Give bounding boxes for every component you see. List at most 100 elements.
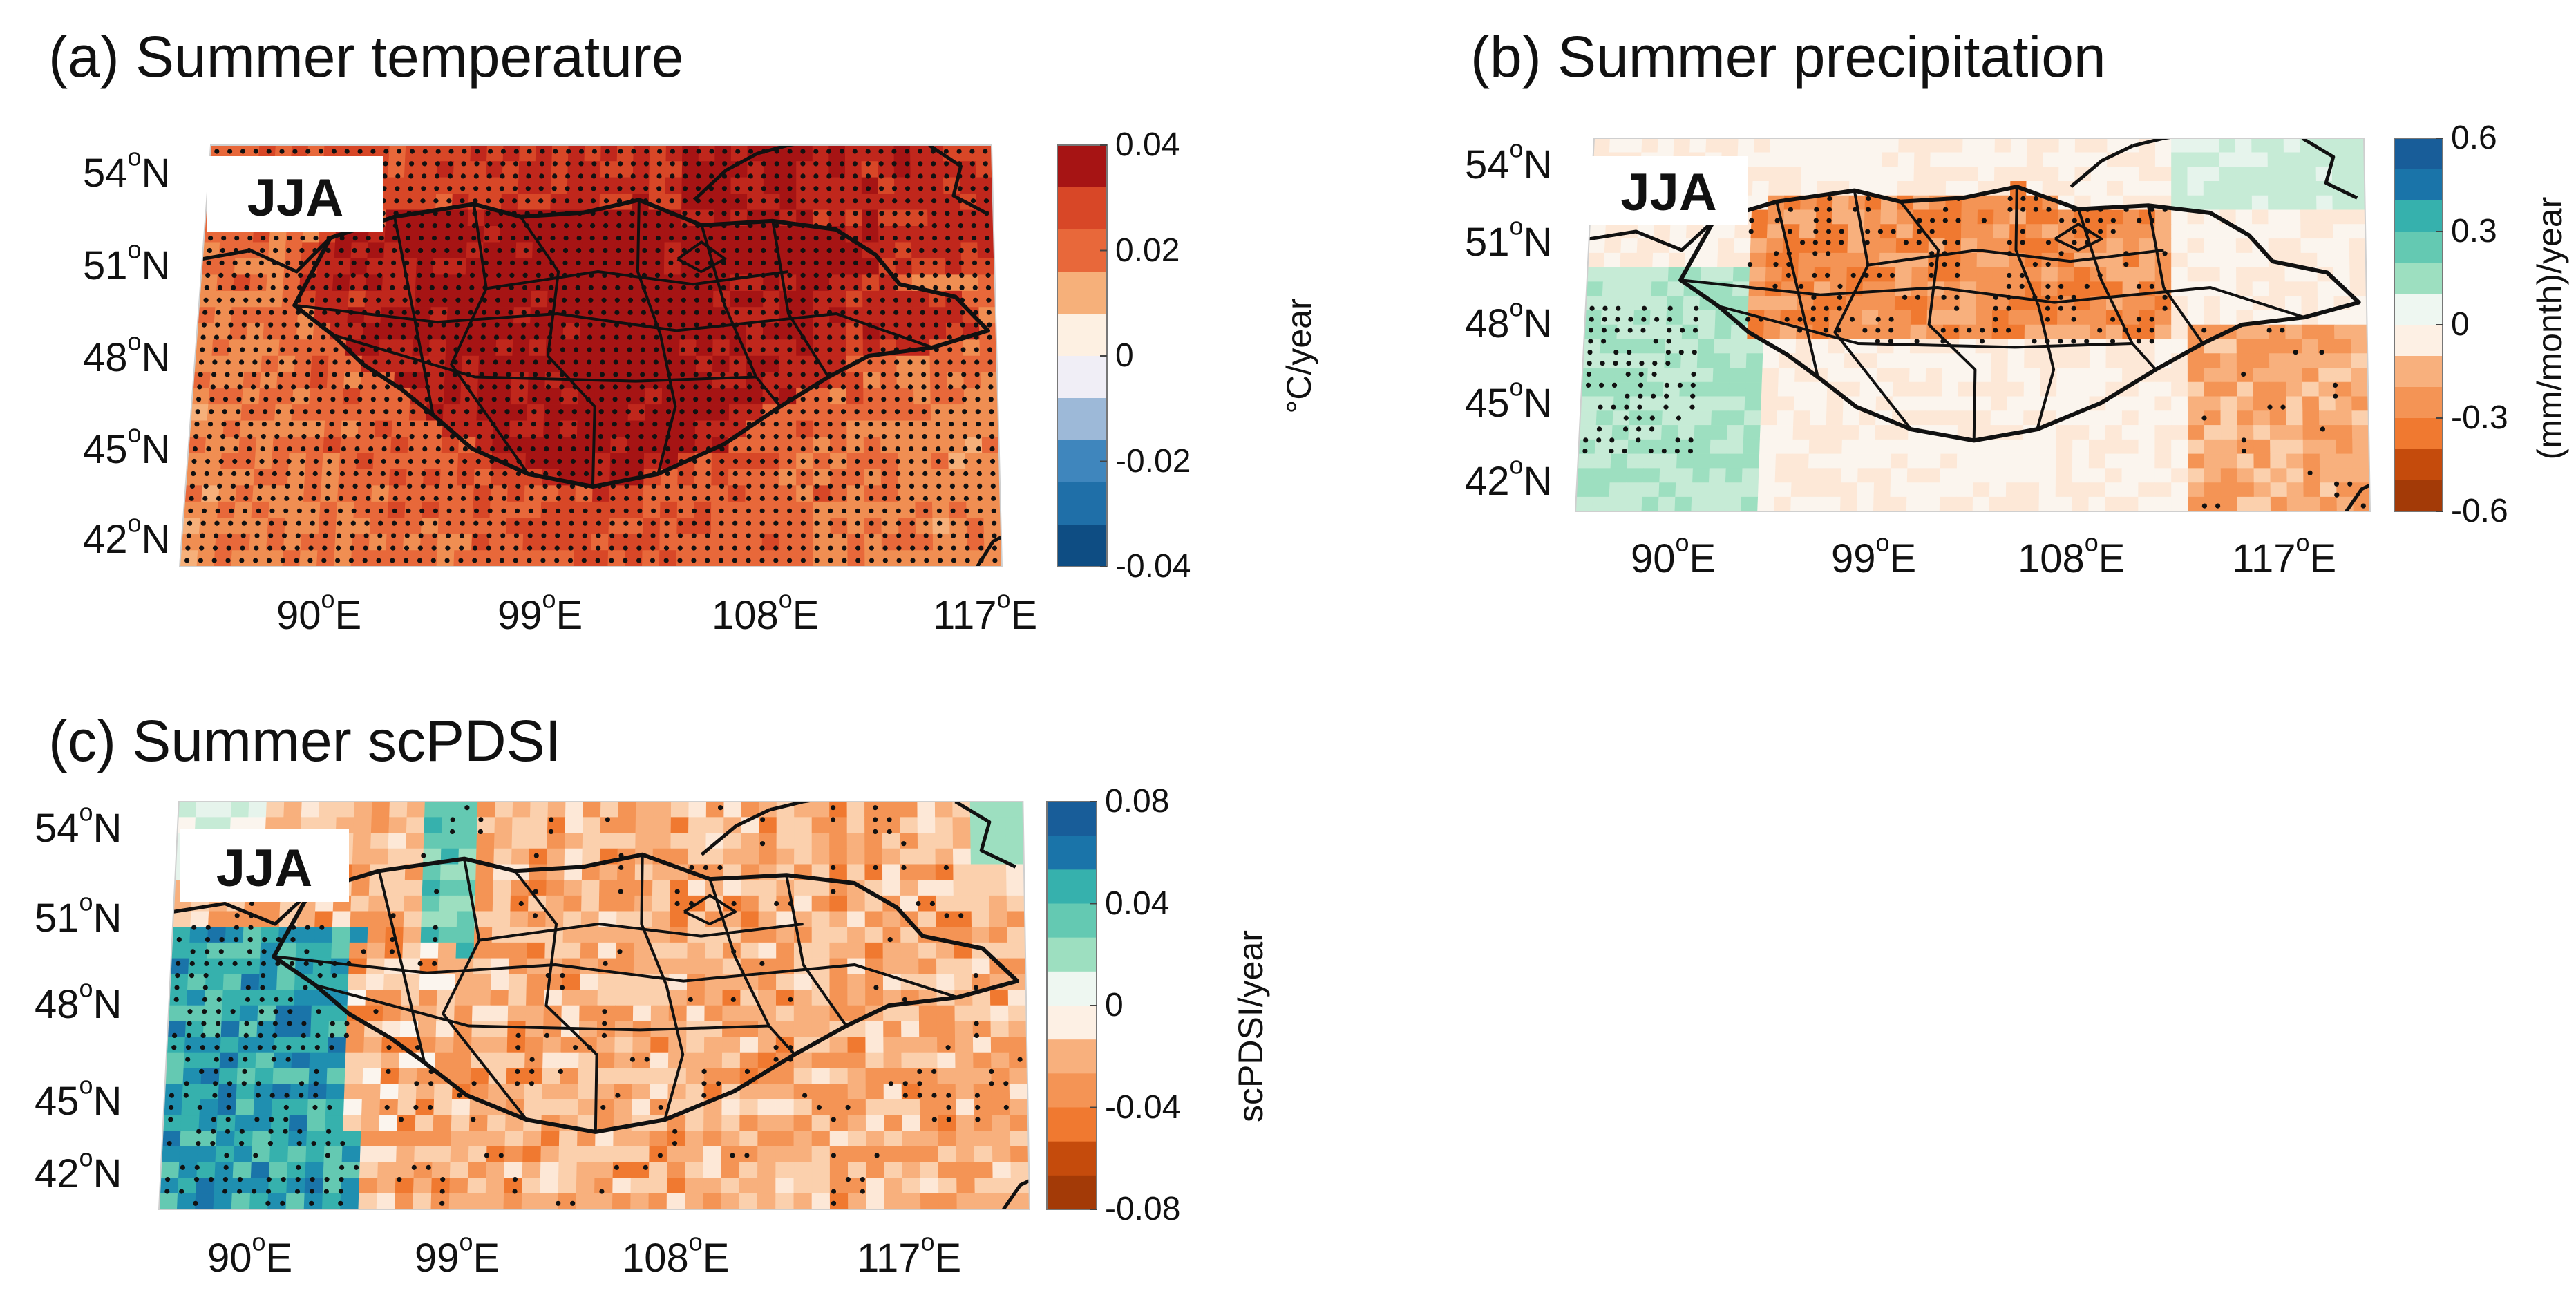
panel-a-map-group: JJA bbox=[178, 144, 1108, 567]
lon-label: 117oE bbox=[933, 587, 1037, 638]
lon-degrees: 117 bbox=[933, 593, 997, 638]
degree-symbol: o bbox=[1509, 134, 1524, 163]
panel-a-grid-cells bbox=[180, 145, 1002, 567]
lat-label: 48oN bbox=[35, 976, 122, 1025]
lat-hemisphere: N bbox=[1523, 381, 1553, 426]
lat-label: 42oN bbox=[83, 511, 170, 560]
lon-hemisphere: E bbox=[473, 1236, 500, 1281]
panel-b-colorbar-swatch bbox=[2394, 480, 2443, 512]
panel-c-colorbar-swatch bbox=[1047, 903, 1097, 938]
lat-label: 54oN bbox=[83, 144, 171, 196]
lon-degrees: 108 bbox=[712, 593, 779, 638]
lat-degrees: 45 bbox=[83, 427, 128, 472]
panel-a-colorbar-swatch bbox=[1057, 398, 1107, 441]
lon-degrees: 90 bbox=[1631, 536, 1676, 581]
panel-a-title: (a) Summer temperature bbox=[48, 24, 684, 89]
lat-degrees: 45 bbox=[35, 1079, 79, 1124]
lon-label: 99oE bbox=[415, 1229, 500, 1281]
panel-a-province-line bbox=[486, 270, 789, 290]
lat-degrees: 45 bbox=[1465, 381, 1510, 426]
panel-b-colorbar-swatch bbox=[2394, 449, 2443, 481]
panel-b-colorbar-swatch bbox=[2394, 418, 2443, 450]
lat-label: 42oN bbox=[1465, 453, 1553, 504]
lat-degrees: 54 bbox=[35, 806, 79, 851]
panel-a-colorbar-swatch bbox=[1057, 482, 1107, 525]
panel-b-province-line bbox=[2146, 205, 2204, 345]
lat-label: 48oN bbox=[1465, 295, 1552, 344]
panel-a-east-border bbox=[928, 145, 987, 214]
panel-a-province-line bbox=[294, 303, 934, 349]
panel-c-colorbar-swatch bbox=[1047, 1073, 1097, 1108]
colorbar-tick-label: 0.02 bbox=[1115, 232, 1180, 269]
panel-c-frame bbox=[158, 801, 1031, 1210]
lat-label: 51oN bbox=[35, 889, 122, 938]
panel-c-lake-shore bbox=[700, 808, 770, 856]
panel-a-colorbar-swatch bbox=[1057, 145, 1107, 188]
panel-c-east-border bbox=[954, 802, 1016, 869]
lon-hemisphere: E bbox=[1689, 536, 1716, 581]
panel-a-province-line bbox=[332, 333, 757, 383]
lat-label: 51oN bbox=[1465, 214, 1552, 263]
panel-a-province-line bbox=[676, 240, 727, 273]
panel-a-frame bbox=[178, 144, 1003, 567]
panel-a-colorbar-swatch bbox=[1057, 187, 1107, 230]
panel-c-colorbar-swatch bbox=[1047, 937, 1097, 972]
colorbar-tick-label: 0.04 bbox=[1115, 126, 1180, 163]
panel-b-colorbar-swatch bbox=[2394, 294, 2443, 325]
panel-b-grid-cells bbox=[1575, 138, 2370, 511]
colorbar-tick-label: -0.3 bbox=[2451, 399, 2508, 436]
panel-c-west-border bbox=[173, 889, 312, 926]
panel-b-west-border bbox=[1589, 218, 1716, 252]
degree-symbol: o bbox=[1509, 451, 1524, 480]
panel-c-province-line bbox=[442, 858, 528, 1121]
lat-label: 54oN bbox=[1465, 136, 1552, 185]
panel-c-province-line bbox=[314, 983, 769, 1032]
lon-label: 90oE bbox=[276, 587, 361, 636]
degree-symbol: o bbox=[79, 1143, 93, 1172]
colorbar-tick-label: -0.04 bbox=[1115, 548, 1191, 585]
degree-symbol: o bbox=[1509, 211, 1524, 240]
panel-c-province-line bbox=[377, 870, 426, 1064]
panel-b-province-line bbox=[1833, 190, 1913, 431]
lon-hemisphere: E bbox=[2309, 536, 2337, 581]
degree-symbol: o bbox=[1509, 293, 1524, 322]
degree-symbol: o bbox=[688, 1227, 703, 1256]
colorbar-tick-label: -0.6 bbox=[2451, 493, 2508, 529]
lon-label: 117oE bbox=[2232, 530, 2337, 581]
lon-hemisphere: E bbox=[556, 593, 583, 638]
degree-symbol: o bbox=[459, 1227, 473, 1256]
lon-hemisphere: E bbox=[702, 1236, 730, 1281]
degree-symbol: o bbox=[920, 1227, 935, 1256]
lon-degrees: 117 bbox=[857, 1236, 921, 1281]
panel-a-colorbar-swatch bbox=[1057, 525, 1107, 567]
panel-c-province-line bbox=[640, 854, 685, 1120]
panel-b-colorbar-swatch bbox=[2394, 232, 2443, 263]
panel-b-province-line bbox=[2077, 208, 2157, 371]
colorbar-tick-label: -0.02 bbox=[1115, 442, 1191, 480]
lat-hemisphere: N bbox=[93, 806, 122, 851]
panel-b-province-line bbox=[1868, 249, 2164, 267]
panel-b-colorbar-frame bbox=[2394, 138, 2443, 512]
panel-c-season-label: JJA bbox=[216, 839, 312, 898]
lat-hemisphere: N bbox=[141, 151, 171, 196]
panel-b-colorbar-swatch bbox=[2394, 138, 2443, 170]
lat-degrees: 51 bbox=[83, 243, 128, 288]
panel-b-east-border bbox=[2301, 138, 2358, 200]
degree-symbol: o bbox=[79, 887, 93, 916]
lat-hemisphere: N bbox=[1523, 459, 1553, 504]
panel-a-colorbar-swatch bbox=[1057, 356, 1107, 399]
lon-hemisphere: E bbox=[265, 1236, 293, 1281]
lat-degrees: 48 bbox=[83, 335, 128, 380]
degree-symbol: o bbox=[321, 585, 335, 614]
degree-symbol: o bbox=[127, 509, 142, 538]
panel-b-season-box bbox=[1589, 156, 1748, 225]
degree-symbol: o bbox=[1509, 372, 1524, 402]
degree-symbol: o bbox=[79, 797, 93, 827]
lon-degrees: 99 bbox=[1831, 536, 1876, 581]
panel-a-province-line bbox=[393, 216, 435, 415]
panel-a-colorbar-swatch bbox=[1057, 314, 1107, 357]
colorbar-tick-label: 0 bbox=[1115, 337, 1134, 374]
lat-label: 54oN bbox=[35, 800, 122, 851]
lon-degrees: 99 bbox=[498, 593, 542, 638]
